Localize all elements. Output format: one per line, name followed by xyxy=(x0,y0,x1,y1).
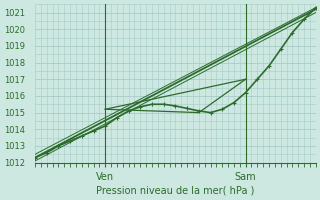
X-axis label: Pression niveau de la mer( hPa ): Pression niveau de la mer( hPa ) xyxy=(96,186,255,196)
